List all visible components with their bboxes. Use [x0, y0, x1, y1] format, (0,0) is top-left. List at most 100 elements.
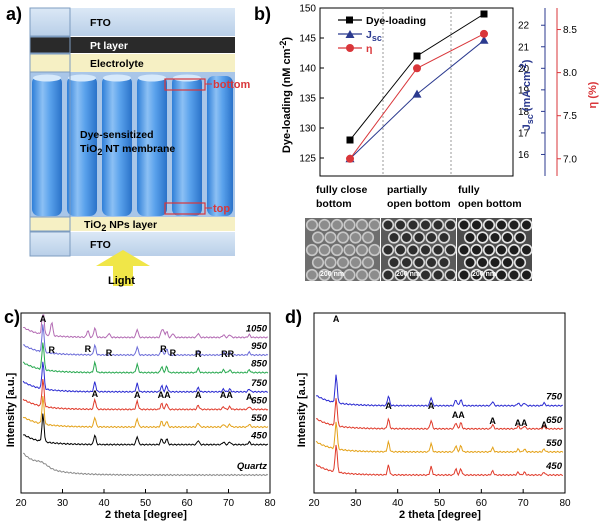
- category-label: fully: [458, 184, 480, 196]
- sem-pore: [488, 256, 502, 269]
- xrd-trace-label: 1050: [246, 323, 268, 334]
- left-tick-label: 135: [299, 94, 316, 105]
- panel-b: b) Dye-loading (nM cm-2) 125 130 135 140 145…: [254, 4, 599, 282]
- x-tick-label: 20: [15, 498, 27, 509]
- panel-d-xticks: 20 30 40 50 60 70 80: [308, 489, 571, 509]
- category-label: open bottom: [387, 198, 451, 210]
- sem-pore: [336, 231, 350, 244]
- jsc-point: [479, 35, 489, 44]
- xrd-trace-label: 950: [251, 341, 268, 352]
- xrd-trace-1050: [22, 314, 268, 339]
- peak-label: R: [195, 349, 202, 359]
- sem-pore: [355, 243, 369, 257]
- right1-tick-label: 19: [518, 85, 530, 96]
- panel-d-label: d): [285, 307, 302, 327]
- peak-label: R: [106, 348, 113, 358]
- right1-tick-label: 16: [518, 150, 530, 161]
- sem-pore: [437, 231, 451, 244]
- panel-d-plot-frame: [313, 312, 566, 494]
- x-tick-label: 60: [476, 498, 488, 509]
- x-tick-label: 30: [57, 498, 69, 509]
- sem-pore: [488, 231, 502, 244]
- xrd-trace-450: [315, 444, 564, 477]
- legend-jsc-text: Jsc: [366, 29, 382, 43]
- x-tick-label: 30: [350, 498, 362, 509]
- sem-pore: [387, 256, 401, 269]
- right1-tick-label: 21: [518, 42, 530, 53]
- peak-label: A: [134, 390, 141, 400]
- sem-pore: [324, 256, 337, 269]
- sem-pore: [400, 231, 413, 244]
- sem-pore: [381, 243, 395, 257]
- right1-tick-label: 22: [518, 21, 530, 32]
- sem-pore: [318, 218, 331, 232]
- sem-pore: [318, 268, 331, 282]
- xrd-trace-label: 650: [546, 415, 563, 426]
- x-tick-label: 70: [223, 498, 235, 509]
- np-layer-inset: [29, 216, 71, 232]
- xrd-trace-label: 750: [546, 392, 563, 403]
- sem-pore: [444, 243, 457, 257]
- dye-loading-point: [346, 136, 354, 144]
- sem-scale-2: 200 nm: [396, 271, 420, 278]
- peak-label: A: [92, 389, 99, 399]
- peak-label: A: [40, 314, 47, 324]
- xrd-trace-label: 750: [251, 378, 268, 389]
- sem-pore: [368, 268, 381, 282]
- eta-point: [413, 64, 421, 73]
- xrd-trace-750: [22, 361, 269, 394]
- x-tick-label: 40: [98, 498, 110, 509]
- dye-loading-point: [480, 10, 488, 18]
- sem-pore: [361, 256, 375, 269]
- fto-top-label: FTO: [90, 17, 111, 29]
- sem-pore: [482, 218, 496, 232]
- sem-pore: [457, 268, 471, 282]
- xrd-trace-label: 650: [251, 395, 268, 406]
- sem-pore: [495, 243, 508, 257]
- sem-pore: [501, 231, 514, 244]
- left-tick-label: 150: [299, 4, 316, 15]
- xrd-trace-label: Quartz: [237, 461, 267, 472]
- pt-layer-inset: [29, 36, 71, 54]
- electrolyte-label: Electrolyte: [90, 58, 144, 70]
- xrd-trace-label: 450: [250, 431, 268, 442]
- eta-point: [480, 29, 488, 38]
- sem-pore: [343, 218, 356, 232]
- panel-c-xlabel: 2 theta [degree]: [105, 509, 187, 521]
- left-tick-label: 130: [299, 124, 316, 135]
- left-tick-label: 140: [299, 64, 316, 75]
- left-axis-title: Dye-loading (nM cm-2): [278, 37, 293, 154]
- left-tick-label: 145: [299, 34, 316, 45]
- membrane-label-line2: TiO2 NT membrane: [80, 143, 175, 157]
- sem-pore: [444, 218, 457, 232]
- sem-pore: [336, 256, 350, 269]
- nanotube-array: [32, 74, 233, 216]
- sem-pore: [394, 243, 407, 257]
- nanotube: [67, 76, 97, 216]
- pt-layer-label: Pt layer: [90, 40, 128, 52]
- sem-pore: [324, 231, 337, 244]
- xrd-trace-550: [315, 421, 564, 454]
- left-tick-label: 125: [299, 154, 316, 165]
- electrolyte-layer: [30, 54, 235, 72]
- xrd-trace-label: 850: [251, 359, 268, 370]
- membrane-label-line1: Dye-sensitized: [80, 129, 154, 141]
- fto-bottom-layer: [30, 232, 235, 256]
- sem-pore: [330, 268, 344, 282]
- sem-pore: [520, 218, 533, 232]
- sem-pore: [311, 231, 325, 244]
- x-tick-label: 80: [559, 498, 571, 509]
- sem-pore: [355, 218, 369, 232]
- sem-pore: [463, 231, 477, 244]
- sem-pore: [419, 268, 432, 282]
- right1-tick-label: 20: [518, 64, 530, 75]
- dye-loading-point: [413, 52, 421, 60]
- sem-pore: [412, 256, 426, 269]
- peak-label: A: [333, 314, 340, 324]
- legend-dye-text: Dye-loading: [366, 15, 426, 27]
- sem-pore: [431, 218, 445, 232]
